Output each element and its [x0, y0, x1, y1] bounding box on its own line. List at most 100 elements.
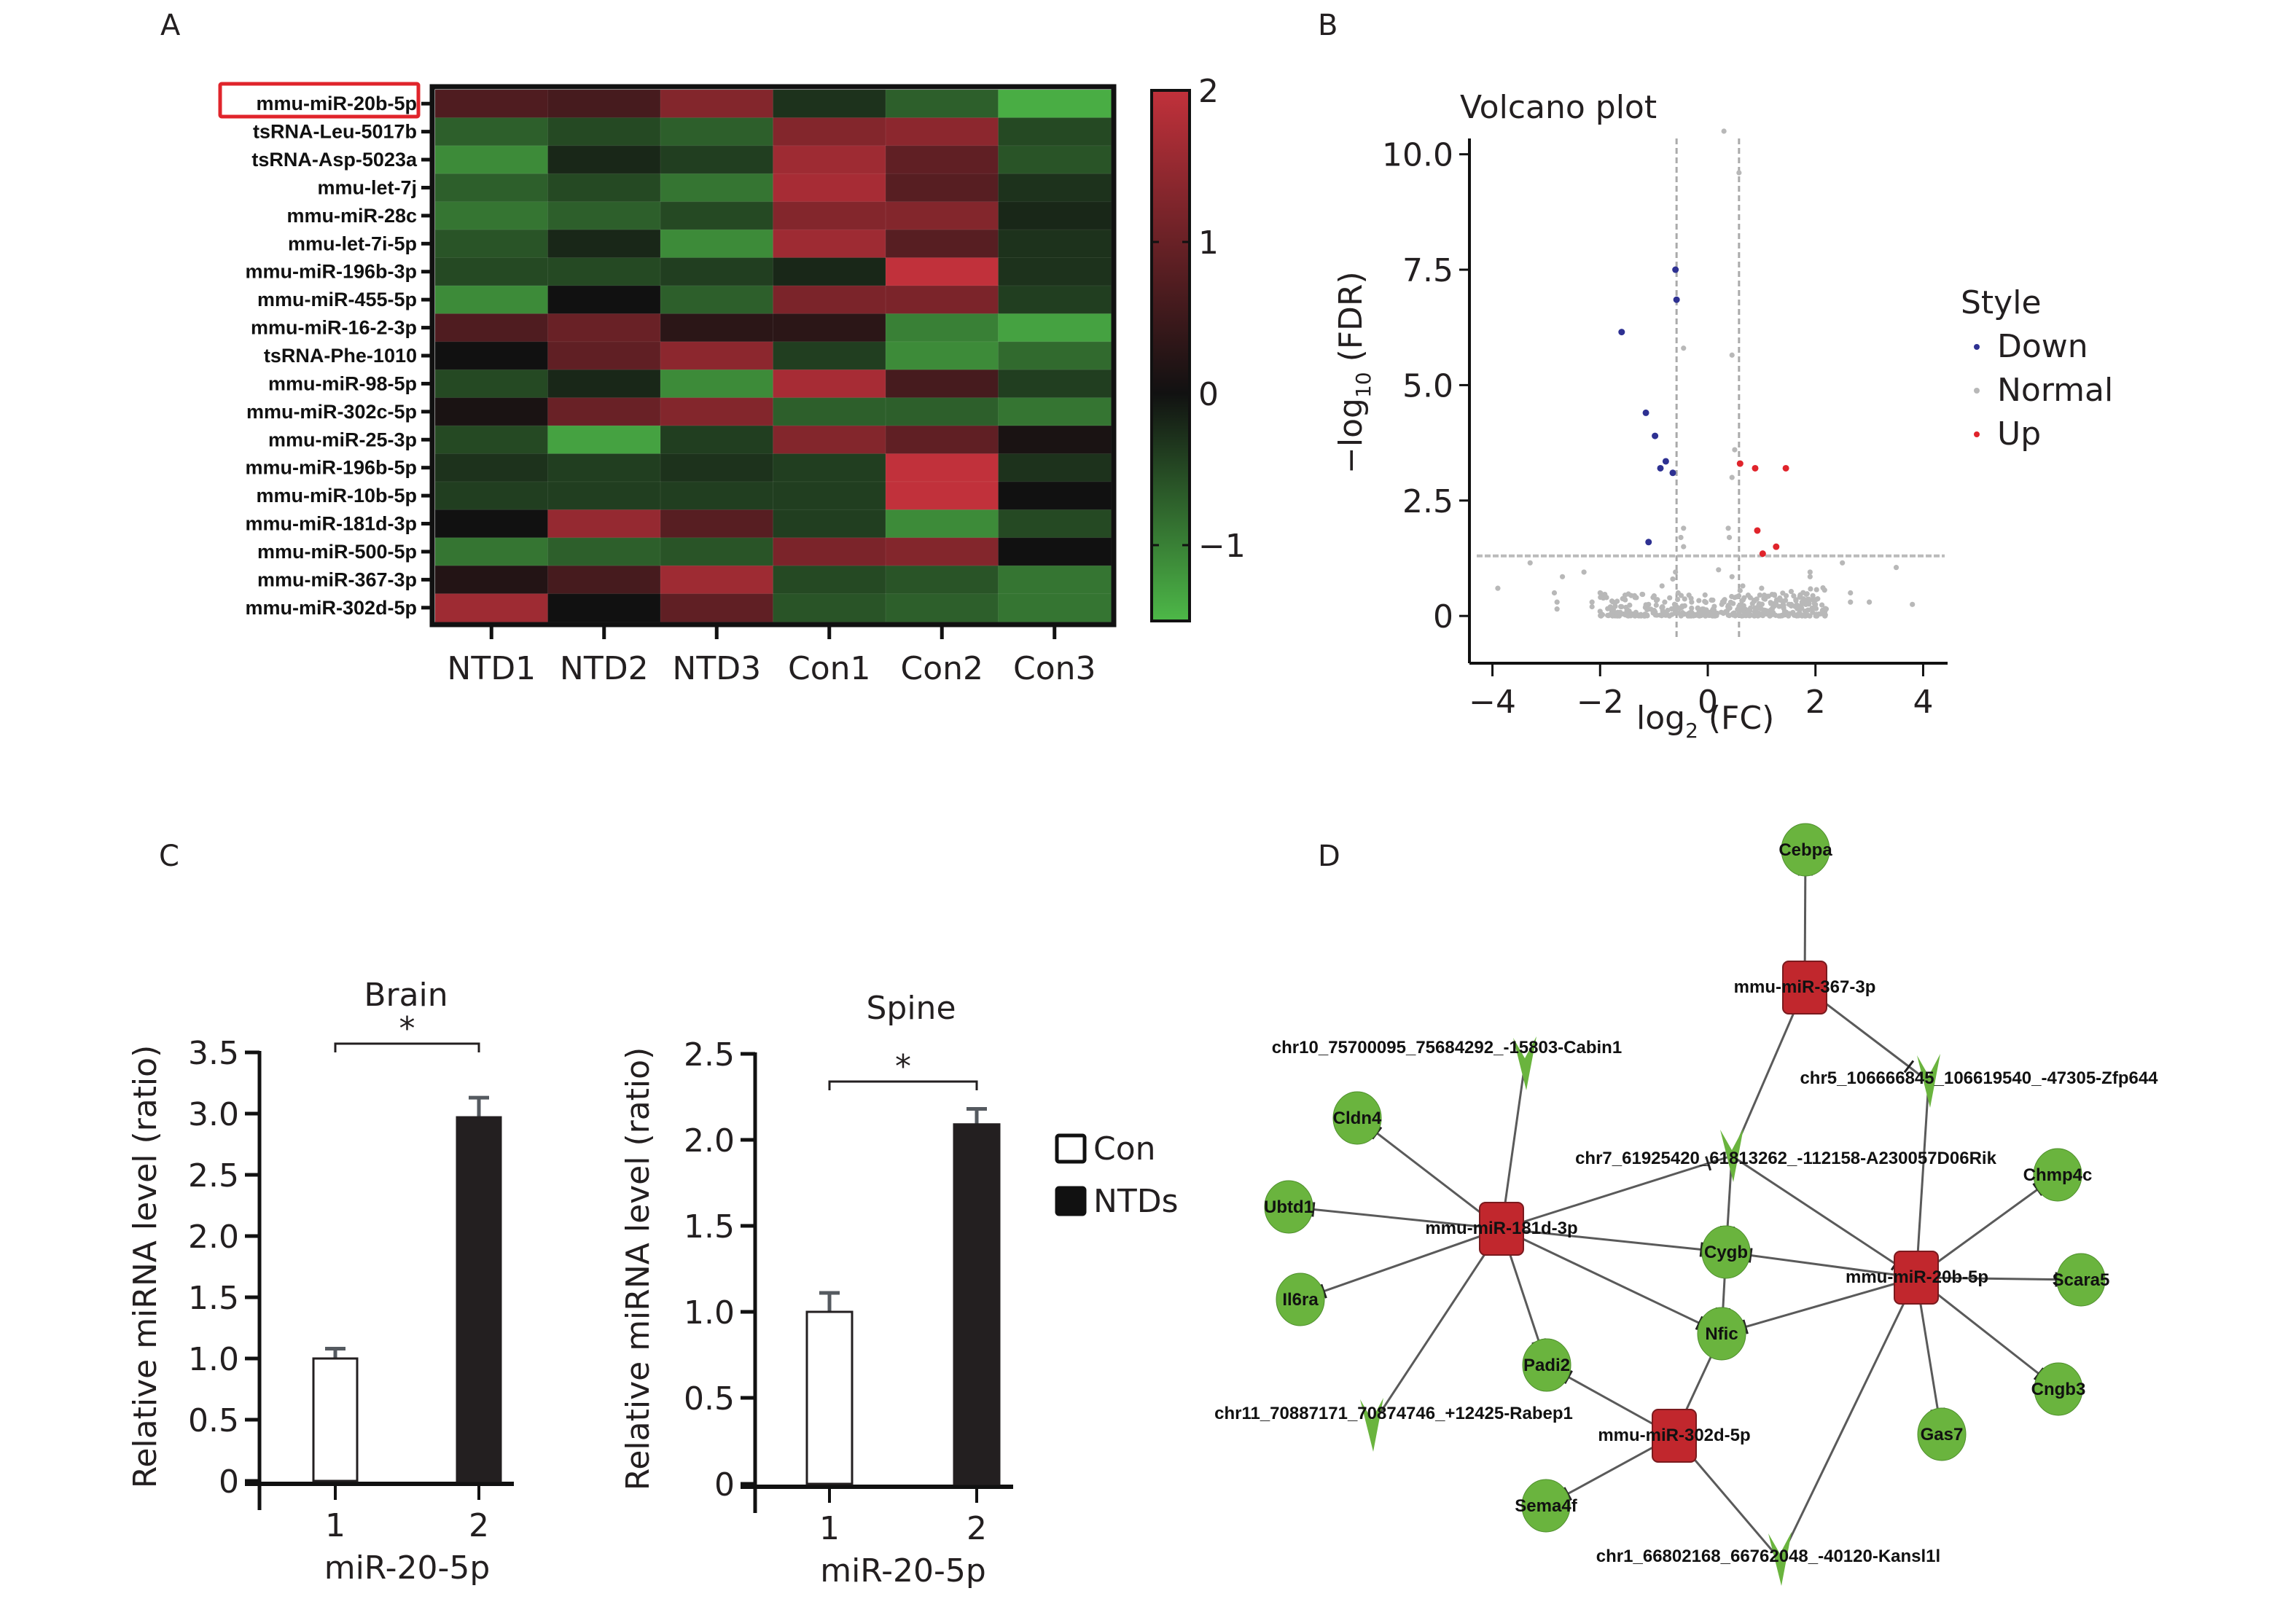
heatmap-cell: [547, 173, 661, 203]
panel-letter-c: C: [159, 840, 179, 873]
heatmap-cell: [547, 537, 661, 567]
normal-point: [1754, 606, 1760, 611]
lncrna-node: [1513, 1036, 1536, 1090]
heatmap-cell: [434, 257, 549, 286]
normal-point: [1670, 576, 1676, 582]
heatmap-cell: [547, 397, 661, 427]
up-point: [1736, 460, 1744, 467]
heatmap-cell: [660, 89, 774, 119]
normal-point: [1710, 606, 1716, 612]
heatmap-cell: [547, 145, 661, 175]
heatmap-cell: [434, 201, 549, 231]
lncrna-label: chr11_70887171_70874746_+12425-Rabep1: [1214, 1404, 1573, 1423]
network-edge: [1915, 1081, 1930, 1278]
normal-point: [1799, 599, 1805, 605]
normal-point: [1689, 605, 1695, 611]
column-label: Con1: [788, 650, 871, 687]
gene-label: Gas7: [1921, 1425, 1964, 1444]
normal-point: [1644, 606, 1650, 612]
normal-point: [1609, 599, 1616, 605]
normal-point: [1628, 613, 1633, 619]
heatmap-cell: [885, 537, 999, 567]
y-tick-label: 0: [714, 1466, 735, 1504]
gene-node: [2033, 1148, 2082, 1202]
normal-point: [1776, 613, 1782, 619]
volcano-x-axis-title: log2 (FC): [1636, 700, 1774, 743]
down-point: [1662, 458, 1669, 465]
heatmap-row-labels: mmu-miR-20b-5p tsRNA-Leu-5017b tsRNA-Asp-5…: [245, 93, 432, 619]
normal-point: [1813, 601, 1819, 608]
x-axis-title: miR-20-5p: [324, 1549, 491, 1587]
colorbar-tick-label: 0: [1198, 376, 1219, 413]
normal-point: [1731, 610, 1737, 616]
normal-point: [1790, 609, 1796, 615]
mirna-label: mmu-miR-367-3p: [1734, 977, 1876, 997]
heatmap-cell: [998, 89, 1112, 119]
inhibition-bar: [1311, 1202, 1316, 1217]
y-tick-label: 1.5: [188, 1280, 239, 1317]
heatmap-cell: [773, 369, 886, 399]
heatmap-cell: [547, 89, 661, 119]
normal-point: [1819, 602, 1825, 608]
normal-point: [1554, 606, 1560, 612]
heatmap-cell: [773, 229, 886, 259]
y-tick-label: 0: [219, 1463, 239, 1501]
significance-marker: *: [895, 1048, 911, 1085]
normal-point: [1808, 586, 1813, 592]
inhibition-bar: [1748, 1248, 1753, 1263]
y-axis-title: Relative miRNA level (ratio): [127, 1045, 164, 1488]
heatmap-cell: [885, 201, 999, 231]
heatmap-cell: [547, 341, 661, 371]
normal-point: [1620, 595, 1625, 602]
normal-point: [1740, 583, 1746, 589]
x-tick-label: 0: [1698, 684, 1718, 721]
xlabel-main: log: [1636, 700, 1685, 737]
colorbar-ticks: 2 1 0 −1: [1152, 73, 1246, 565]
heatmap-cell: [885, 593, 999, 622]
normal-point: [1729, 574, 1735, 579]
column-label: NTD3: [672, 650, 761, 687]
colorbar-tick-label: −1: [1198, 528, 1246, 565]
normal-point: [1651, 607, 1657, 614]
threshold-lines: [1477, 138, 1945, 640]
normal-point: [1757, 592, 1762, 598]
heatmap-cell: [885, 481, 999, 511]
column-label: NTD1: [447, 650, 536, 687]
heatmap-cell: [660, 397, 774, 427]
heatmap-cell: [885, 425, 999, 455]
gene-label: Cygb: [1704, 1243, 1748, 1262]
heatmap-cell: [660, 565, 774, 595]
lncrna-label: chr1_66802168_66762048_-40120-Kansl1l: [1596, 1547, 1940, 1566]
normal-point: [1735, 593, 1742, 599]
gene-label: Cebpa: [1778, 840, 1832, 860]
normal-point: [1780, 590, 1786, 596]
normal-point: [1761, 593, 1768, 598]
normal-point: [1527, 560, 1533, 566]
normal-point: [1810, 597, 1816, 603]
y-tick-label: 7.5: [1402, 252, 1453, 289]
heatmap-cell: [547, 453, 661, 482]
heatmap-cell: [434, 285, 549, 315]
normal-point: [1737, 587, 1743, 593]
normal-point: [1767, 613, 1773, 619]
volcano-axes: 0 2.5 5.0 7.5 10.0 −4 −2 0 2 4: [1382, 137, 1948, 721]
down-point: [1642, 409, 1649, 416]
bar-chart-spine: Spine 0 0.5 1.0 1.5 2.0 2.5 Relative miRNA leve…: [620, 990, 1013, 1590]
heatmap-cell: [434, 229, 549, 259]
x-axis-title: miR-20-5p: [820, 1552, 986, 1590]
normal-point: [1736, 170, 1742, 176]
row-label: mmu-miR-196b-5p: [245, 457, 417, 479]
heatmap-cell: [434, 369, 549, 399]
network-edge: [1501, 1227, 1722, 1335]
heatmap-cell: [773, 481, 886, 511]
normal-point: [1773, 597, 1780, 603]
normal-point: [1632, 595, 1638, 601]
significance-bracket: [334, 1042, 480, 1052]
bar-con: [312, 1357, 359, 1482]
y-tick-label: 2.5: [1402, 483, 1453, 520]
network-edge: [1721, 1276, 1917, 1335]
normal-point: [1681, 525, 1687, 531]
network-edge: [1501, 1227, 1727, 1254]
gene-node: [2056, 1253, 2106, 1307]
normal-point: [1800, 590, 1806, 595]
